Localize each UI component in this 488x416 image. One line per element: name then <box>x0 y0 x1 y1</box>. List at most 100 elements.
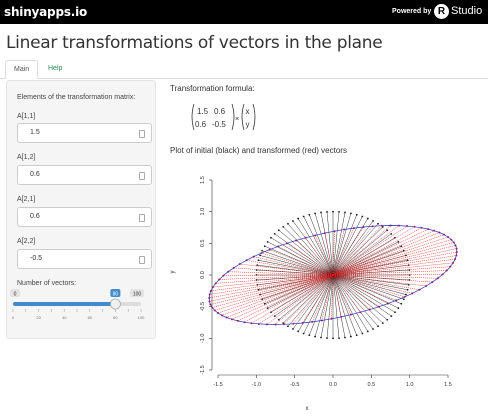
initial-vector-tip <box>257 259 260 262</box>
initial-vector <box>332 274 396 313</box>
initial-vector-tip <box>277 318 280 321</box>
slider-min-badge <box>10 289 20 297</box>
initial-vector <box>332 274 352 337</box>
tab-help[interactable]: Help <box>48 65 63 72</box>
spinner-icon[interactable] <box>139 172 145 180</box>
transformed-vector <box>332 274 413 294</box>
transformed-vector <box>332 274 342 317</box>
initial-vector <box>303 216 334 276</box>
initial-vector-tip <box>366 217 369 220</box>
transformed-vector <box>332 274 388 304</box>
transformed-vector <box>332 274 361 313</box>
initial-vector-tip <box>377 222 379 225</box>
initial-vector-tip <box>390 232 393 235</box>
initial-vector-tip <box>394 311 396 314</box>
transformed-vector <box>332 242 454 276</box>
transformed-vector <box>332 236 449 276</box>
transformed-vector <box>214 274 334 311</box>
a11-value: 1.5 <box>30 129 40 136</box>
a22-input[interactable]: -0.5 <box>17 249 152 269</box>
slider-tick-label: 40 <box>62 315 67 320</box>
vector-plot: -1.5 -1.0 -0.5 0.0 0.5 1.0 1.5 -1.5 -1.0 -0.5 0.0… <box>170 176 458 412</box>
vector-right-bracket <box>252 103 256 131</box>
transformed-vector <box>332 234 445 276</box>
transformed-vector <box>332 229 345 276</box>
x-tick-label: -1.0 <box>252 382 261 388</box>
transformed-vector <box>332 274 443 276</box>
initial-vector-tip <box>372 220 374 222</box>
initial-vector-tip <box>314 335 317 338</box>
transformed-ellipse <box>208 225 458 325</box>
initial-vector <box>274 274 334 317</box>
slider-min-label: 0 <box>14 292 17 298</box>
transformed-vector <box>321 274 334 321</box>
matrix-heading: Elements of the transformation matrix: <box>17 94 136 101</box>
initial-vector-tip <box>273 232 276 235</box>
transformed-vector <box>210 274 334 305</box>
transformed-vector <box>258 274 334 325</box>
slider-graphic[interactable]: 0 100 80 0 20 40 60 80 100 <box>10 286 146 326</box>
initial-vector <box>287 223 334 276</box>
transformed-vector <box>324 233 334 276</box>
a12-input[interactable]: 0.6 <box>17 165 152 185</box>
matrix-right-bracket <box>231 103 235 131</box>
rstudio-r-icon[interactable]: R <box>434 4 449 19</box>
a11-input[interactable]: 1.5 <box>17 123 152 143</box>
transformed-vector <box>223 274 334 276</box>
initial-vector <box>332 214 357 276</box>
transformed-vector <box>332 232 440 276</box>
initial-vector-tip <box>297 217 300 220</box>
initial-vector <box>332 274 388 320</box>
initial-vector-tip <box>344 336 346 339</box>
initial-vector-tip <box>326 210 328 213</box>
y-tick-label: -0.5 <box>200 302 206 311</box>
transformed-vector <box>332 274 420 290</box>
a21-input[interactable]: 0.6 <box>17 207 152 227</box>
slider-tick-label: 100 <box>138 315 145 320</box>
brand-logo[interactable]: shinyapps.io <box>4 5 88 19</box>
slider-value-label: 80 <box>113 292 119 298</box>
spinner-icon[interactable] <box>139 130 145 138</box>
tab-bar: Main Help <box>0 60 488 79</box>
initial-vector-tip <box>344 211 346 214</box>
transformed-vector <box>332 239 452 276</box>
transformed-vector <box>212 274 334 308</box>
initial-vector-tip <box>406 259 409 262</box>
transformed-vector <box>284 274 334 325</box>
initial-vector-tip <box>390 315 393 318</box>
a22-value: -0.5 <box>30 255 43 262</box>
spinner-icon[interactable] <box>139 256 145 264</box>
transformed-vector <box>332 226 415 276</box>
field-label-a12: A[1,2] <box>17 154 36 161</box>
initial-vector-tip <box>257 288 260 291</box>
tab-main[interactable]: Main <box>5 60 39 79</box>
transformed-vector <box>332 228 429 276</box>
y-axis-label: y <box>170 271 176 274</box>
initial-vector <box>332 274 374 330</box>
initial-vector-tip <box>320 211 322 214</box>
initial-vector-tip <box>292 328 294 330</box>
rstudio-label[interactable]: Studio <box>451 5 483 17</box>
initial-vector <box>332 226 383 276</box>
transformed-vector <box>332 231 335 276</box>
initial-vector <box>332 274 404 300</box>
initial-vector <box>332 212 346 276</box>
times-sign: × <box>235 116 239 123</box>
transformed-vector <box>314 235 334 276</box>
slider-max-badge <box>130 289 144 297</box>
initial-vector <box>332 274 408 291</box>
vectors-slider[interactable]: 0 100 80 0 20 40 60 80 100 <box>10 286 146 326</box>
initial-vector-tip <box>400 302 403 305</box>
x-tick-label: -1.5 <box>213 382 222 388</box>
initial-vector-tip <box>266 307 269 309</box>
initial-vector <box>258 259 334 276</box>
initial-vector-tip <box>266 241 269 243</box>
matrix-cell-12: 0.6 <box>214 107 226 116</box>
transformed-vector <box>305 237 334 276</box>
initial-vector-tip <box>308 213 311 216</box>
transformed-vector <box>228 271 334 276</box>
initial-vector-tip <box>273 315 276 318</box>
slider-handle[interactable] <box>110 298 121 310</box>
initial-vector-tip <box>386 229 389 232</box>
spinner-icon[interactable] <box>139 214 145 222</box>
